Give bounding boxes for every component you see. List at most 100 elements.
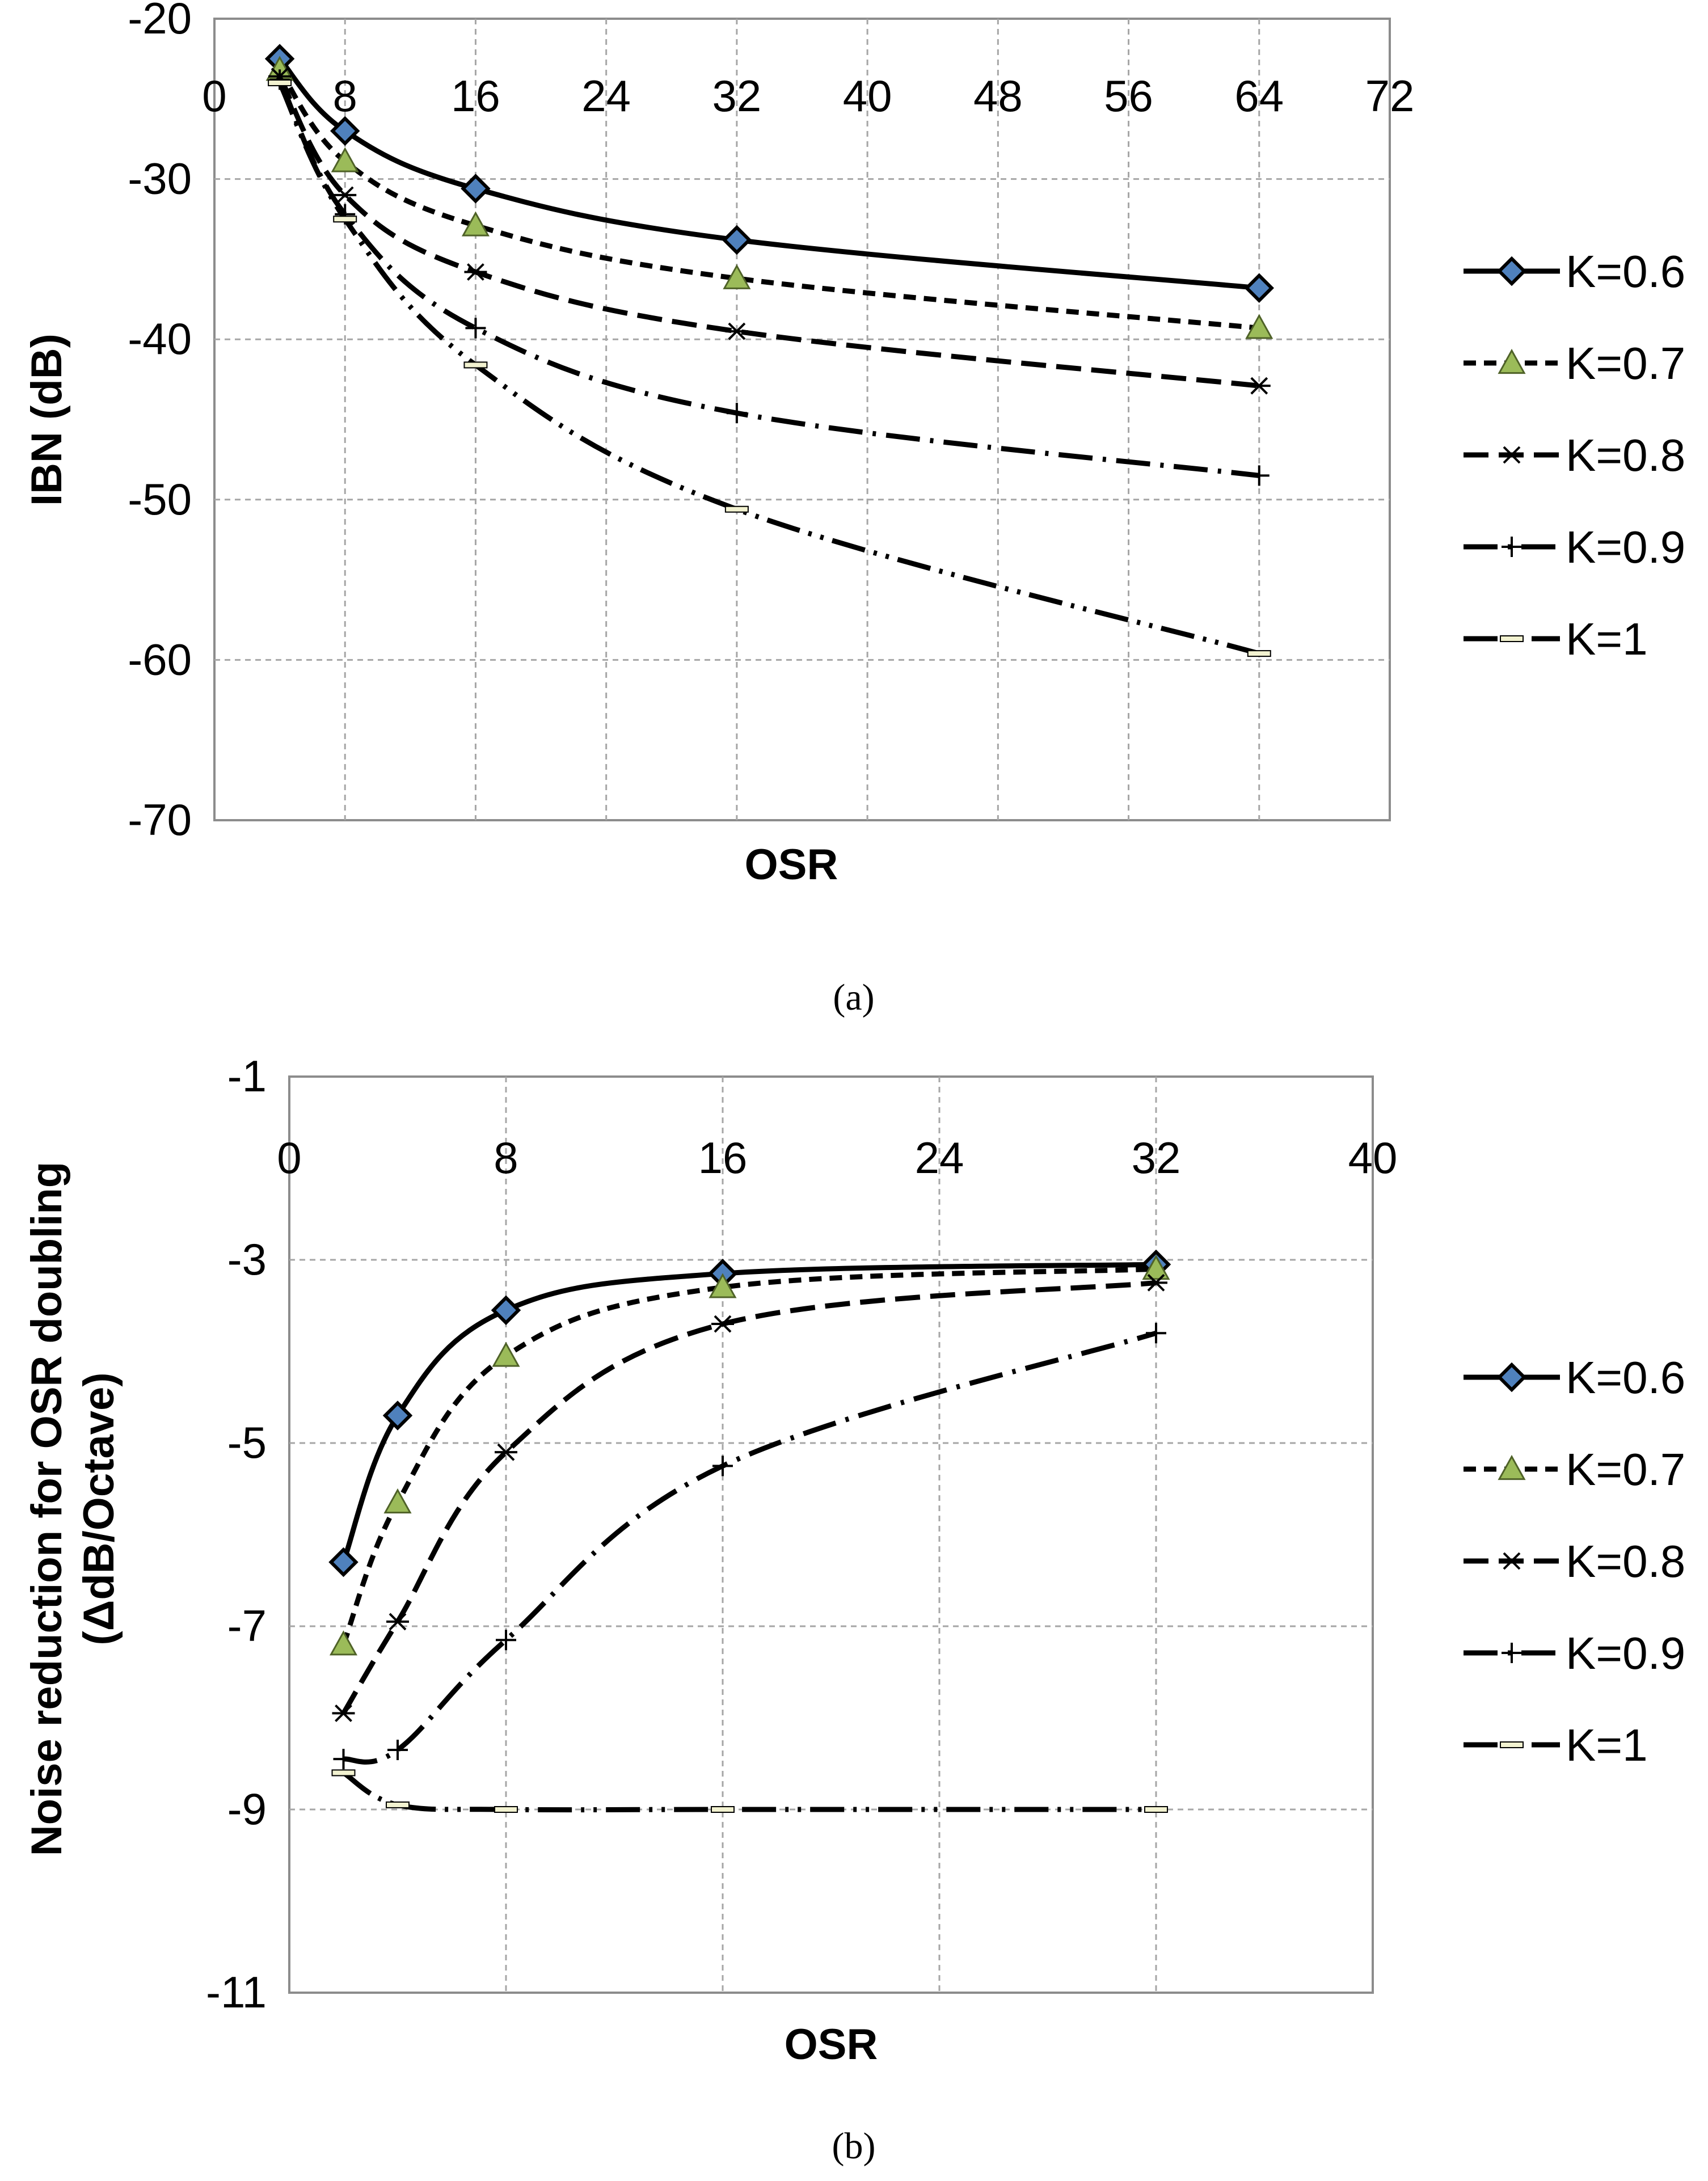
y-tick-label: -9 <box>227 1784 267 1834</box>
data-point-marker <box>1144 1806 1168 1813</box>
legend-label: K=0.7 <box>1566 1444 1685 1495</box>
y-tick-label: -11 <box>206 1967 267 2017</box>
data-point-marker <box>711 1315 734 1333</box>
chart-panel-b: 0 8 16 24 32 40 -1 -3 -5 -7 -9 -11 OSR Noise reduc… <box>23 1051 1685 2167</box>
data-point-marker <box>461 174 491 204</box>
data-point-marker <box>725 322 748 340</box>
data-point-marker <box>1146 1323 1166 1344</box>
x-tick-label: 72 <box>1365 71 1415 121</box>
data-point-marker <box>464 263 487 281</box>
legend-marker <box>1498 348 1526 374</box>
x-tick-label: 8 <box>494 1133 518 1183</box>
x-tick-label: 8 <box>333 71 357 121</box>
data-point-marker <box>332 1705 355 1722</box>
series-line <box>277 78 1260 478</box>
plot-area-frame <box>213 18 1391 821</box>
series-lines <box>341 1262 1157 1813</box>
data-point-marker <box>387 1740 408 1761</box>
data-point-marker <box>711 1806 735 1813</box>
x-tick-label: 40 <box>843 71 892 121</box>
series-lines <box>277 57 1260 656</box>
legend-label: K=0.8 <box>1566 430 1685 480</box>
legend-marker <box>1502 537 1522 557</box>
x-tick-label: 0 <box>277 1133 301 1183</box>
y-tick-label: -7 <box>227 1601 267 1651</box>
legend-marker <box>1496 1362 1527 1393</box>
data-point-marker <box>334 186 357 204</box>
y-tick-labels: -1 -3 -5 -7 -9 -11 <box>206 1051 267 2017</box>
x-tick-labels: 0 8 16 24 32 40 48 56 64 72 <box>202 71 1414 121</box>
data-point-marker <box>495 1443 517 1461</box>
data-point-marker <box>329 1630 358 1656</box>
data-point-marker <box>491 1295 521 1326</box>
data-point-marker <box>330 116 360 146</box>
y-tick-label: -20 <box>128 0 192 43</box>
data-point-marker <box>1247 377 1271 395</box>
series-line <box>277 82 1260 656</box>
data-point-marker <box>492 1341 520 1367</box>
x-tick-label: 0 <box>202 71 226 121</box>
data-point-marker <box>383 1488 412 1514</box>
data-point-marker <box>1249 465 1270 486</box>
legend-marker <box>1498 1454 1526 1480</box>
y-axis-label: IBN (dB) <box>23 334 71 506</box>
legend-label: K=0.8 <box>1566 1536 1685 1587</box>
y-tick-label: -50 <box>128 474 192 524</box>
data-point-marker <box>723 264 751 289</box>
y-tick-label: -30 <box>128 154 192 204</box>
legend-label: K=1 <box>1566 1720 1648 1770</box>
data-point-marker <box>333 1749 354 1770</box>
legend-label: K=1 <box>1566 614 1648 664</box>
x-tick-label: 24 <box>915 1133 964 1183</box>
legend-marker <box>1500 1741 1524 1748</box>
series-line <box>342 1770 1156 1813</box>
y-tick-label: -60 <box>128 634 192 684</box>
data-point-marker <box>465 318 486 339</box>
gridlines <box>289 1077 1373 1993</box>
x-tick-label: 32 <box>1132 1133 1181 1183</box>
series-line <box>341 1280 1157 1715</box>
x-tick-label: 16 <box>451 71 500 121</box>
data-point-marker <box>724 505 749 513</box>
y-tick-label: -5 <box>227 1418 267 1467</box>
data-point-marker <box>382 1400 413 1431</box>
data-point-marker <box>386 1613 409 1631</box>
x-axis-label: OSR <box>785 2020 878 2069</box>
x-tick-label: 48 <box>973 71 1023 121</box>
panel-caption: (a) <box>833 977 874 1018</box>
series-line <box>343 1330 1157 1765</box>
data-point-marker <box>1245 314 1273 339</box>
data-point-marker <box>496 1630 516 1651</box>
x-tick-label: 40 <box>1348 1133 1398 1183</box>
data-point-marker <box>708 1273 737 1298</box>
series-line <box>341 1266 1157 1646</box>
legend: K=0.6 K=0.7 K=0.8 K=0.9 K=1 <box>1464 246 1685 664</box>
legend-label: K=0.9 <box>1566 1628 1685 1678</box>
data-point-marker <box>1142 1255 1170 1280</box>
chart-panel-a: 0 8 16 24 32 40 48 56 64 72 -20 -30 -40 -50 -60 -70 OS… <box>23 0 1685 1018</box>
legend-label: K=0.6 <box>1566 1352 1685 1403</box>
x-tick-label: 56 <box>1104 71 1153 121</box>
data-point-marker <box>726 403 747 424</box>
legend-label: K=0.7 <box>1566 338 1685 389</box>
data-point-marker <box>268 79 292 87</box>
data-point-marker <box>461 211 490 237</box>
data-point-marker <box>331 147 359 172</box>
series-line <box>277 75 1260 389</box>
plot-area-frame <box>288 1075 1374 1994</box>
legend-marker <box>1502 1643 1522 1663</box>
gridlines <box>214 19 1390 820</box>
legend-label: K=0.6 <box>1566 246 1685 297</box>
legend: K=0.6 K=0.7 K=0.8 K=0.9 K=1 <box>1464 1352 1685 1770</box>
legend-marker <box>1500 446 1523 464</box>
y-tick-labels: -20 -30 -40 -50 -60 -70 <box>128 0 192 845</box>
y-axis-label-line-2: (ΔdB/Octave) <box>75 1372 123 1645</box>
x-tick-labels: 0 8 16 24 32 40 <box>277 1133 1397 1183</box>
data-point-marker <box>1244 273 1275 303</box>
legend-marker <box>1496 256 1527 286</box>
series-markers <box>264 44 1275 657</box>
y-tick-label: -1 <box>227 1051 267 1101</box>
data-point-marker <box>1145 1273 1167 1292</box>
data-point-marker <box>722 225 752 255</box>
